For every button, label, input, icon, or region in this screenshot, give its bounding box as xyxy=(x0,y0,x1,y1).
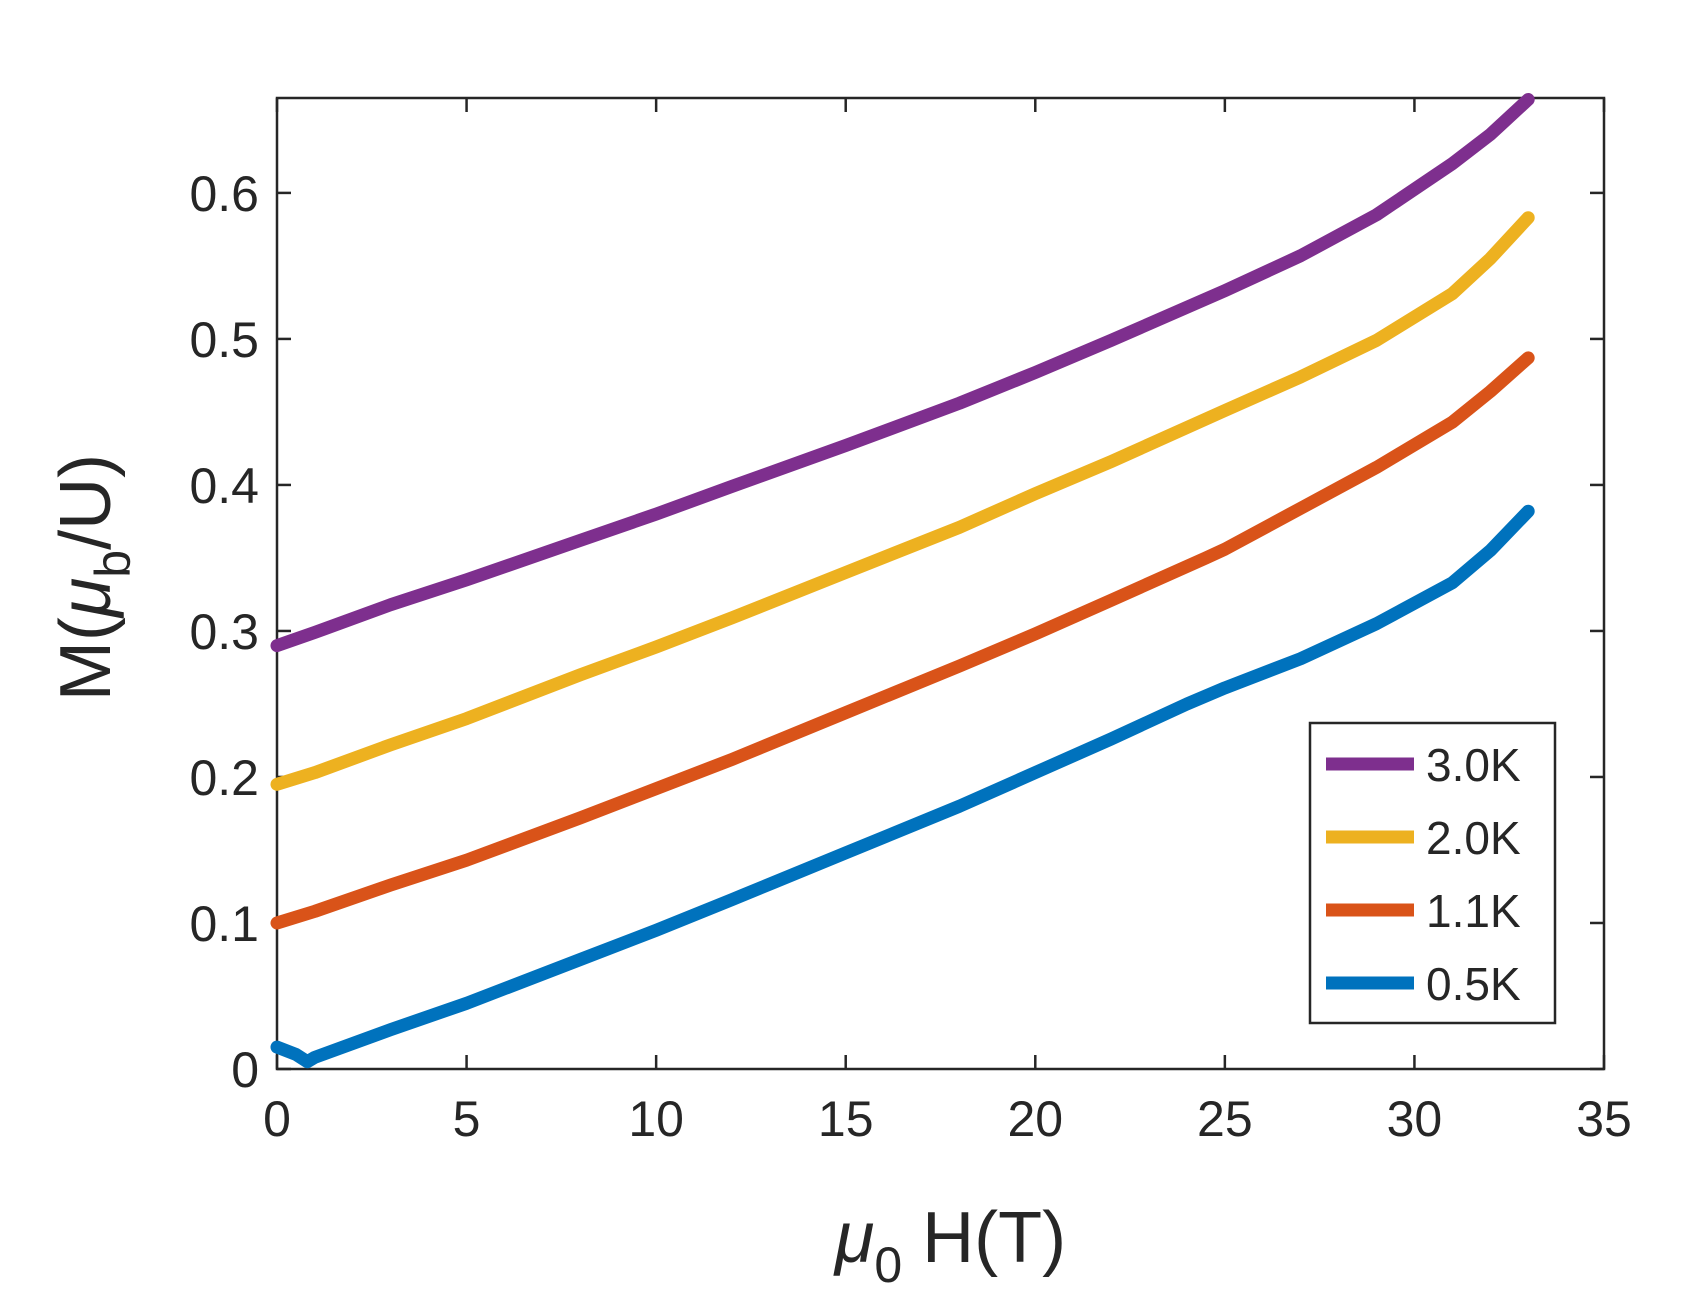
y-axis-label-symbol: μ xyxy=(46,578,126,619)
legend-label: 0.5K xyxy=(1426,958,1521,1010)
y-axis-label-suffix: /U) xyxy=(46,454,126,550)
y-tick-label: 0.4 xyxy=(189,458,259,514)
series-line-1.1K xyxy=(270,351,1535,930)
series-line-2.0K xyxy=(270,211,1535,791)
legend-label: 2.0K xyxy=(1426,812,1521,864)
x-axis-label: μ0 H(T) xyxy=(833,1198,1066,1293)
y-tick-label: 0.2 xyxy=(189,750,259,806)
x-tick-label: 15 xyxy=(818,1091,874,1147)
legend-label: 3.0K xyxy=(1426,739,1521,791)
legend: 3.0K 2.0K 1.1K 0.5K xyxy=(1308,721,1557,1025)
x-tick-label: 20 xyxy=(1007,1091,1063,1147)
legend-box xyxy=(1308,721,1557,1025)
x-tick-label: 10 xyxy=(628,1091,684,1147)
y-tick-label: 0.3 xyxy=(189,604,259,660)
y-tick-label: 0.1 xyxy=(189,896,259,952)
y-axis-label: M(μb/U) xyxy=(46,454,141,701)
series-line-3.0K xyxy=(270,93,1535,653)
x-tick-label: 25 xyxy=(1197,1091,1253,1147)
legend-label: 1.1K xyxy=(1426,885,1521,937)
x-tick-label: 30 xyxy=(1387,1091,1443,1147)
tick-labels: 0 5 10 15 20 25 30 35 0 0.1 0.2 0.3 0.4 0.5 0.6 xyxy=(189,166,1631,1147)
y-tick-label: 0.5 xyxy=(189,312,259,368)
x-tick-label: 35 xyxy=(1576,1091,1632,1147)
x-axis-label-text: H(T) xyxy=(902,1198,1066,1278)
y-axis-label-subscript: b xyxy=(85,550,141,578)
y-tick-label: 0 xyxy=(231,1042,259,1098)
y-axis-label-prefix: M( xyxy=(46,617,126,701)
x-tick-label: 0 xyxy=(263,1091,291,1147)
series-line-0.5K xyxy=(270,504,1535,1069)
x-axis-label-subscript: 0 xyxy=(874,1237,902,1293)
y-tick-label: 0.6 xyxy=(189,166,259,222)
x-tick-label: 5 xyxy=(453,1091,481,1147)
x-axis-label-symbol: μ xyxy=(833,1198,874,1278)
axis-ticks xyxy=(275,98,1606,1071)
series-lines xyxy=(270,93,1535,1069)
